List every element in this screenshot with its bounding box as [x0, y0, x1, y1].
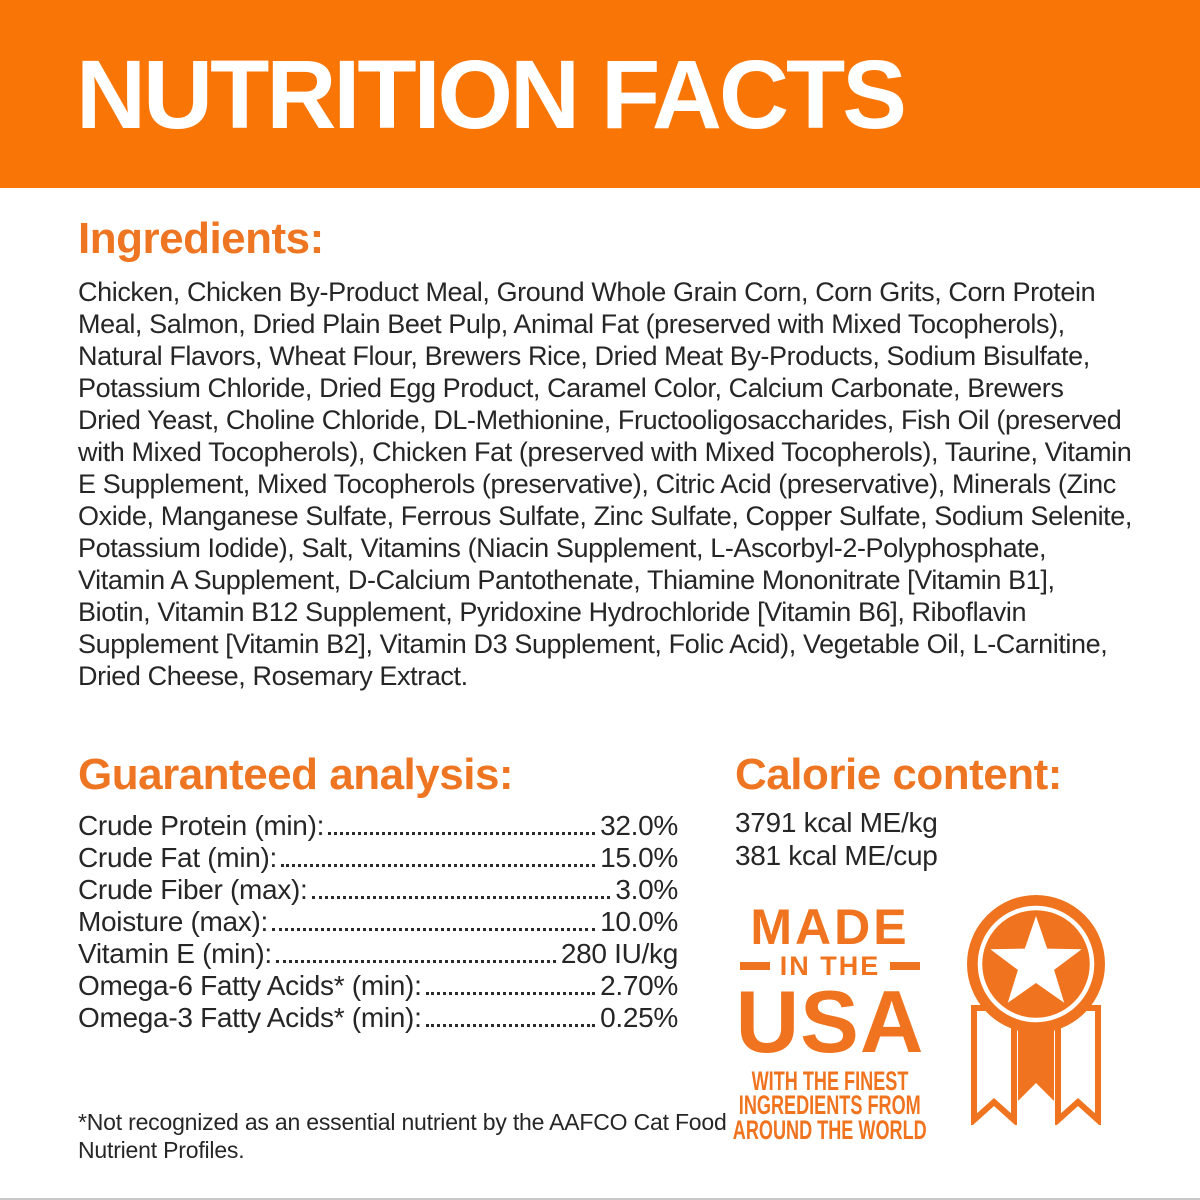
dotted-leader [328, 832, 596, 835]
guaranteed-analysis-table: Crude Protein (min): 32.0% Crude Fat (mi… [78, 810, 678, 1034]
analysis-label: Crude Protein (min): [78, 810, 325, 841]
tagline-line: WITH THE FINEST [751, 1065, 909, 1096]
banner: NUTRITION FACTS [0, 0, 1200, 188]
tagline-line: INGREDIENTS FROM [739, 1090, 921, 1121]
analysis-label: Crude Fiber (max): [78, 874, 308, 905]
usa-badge-in-the-text: IN THE [779, 950, 881, 981]
dash-right [890, 962, 921, 970]
analysis-row: Crude Fat (min): 15.0% [78, 842, 678, 874]
analysis-label: Vitamin E (min): [78, 938, 272, 969]
calorie-content-heading: Calorie content: [735, 750, 1062, 799]
analysis-row: Vitamin E (min): 280 IU/kg [78, 938, 678, 970]
footnote: *Not recognized as an essential nutrient… [78, 1108, 727, 1164]
analysis-value: 0.25% [600, 1002, 678, 1033]
analysis-row: Omega-6 Fatty Acids* (min): 2.70% [78, 970, 678, 1002]
analysis-label: Moisture (max): [78, 906, 268, 937]
analysis-value: 2.70% [600, 970, 678, 1001]
tagline-line: AROUND THE WORLD [733, 1114, 927, 1145]
analysis-value: 32.0% [600, 810, 678, 841]
award-ribbon-star-icon [967, 895, 1105, 1125]
analysis-value: 3.0% [615, 874, 678, 905]
dotted-leader [425, 992, 596, 995]
analysis-value: 10.0% [600, 906, 678, 937]
calorie-cup-value: 381 kcal ME/cup [735, 840, 938, 871]
made-in-usa-badge: MADE IN THE USA WITH THE FINEST INGREDIE… [720, 899, 940, 1145]
calorie-kg-value: 3791 kcal ME/kg [735, 807, 938, 838]
analysis-value: 15.0% [600, 842, 678, 873]
usa-badge-in-the: IN THE [720, 950, 940, 982]
analysis-value: 280 IU/kg [560, 938, 678, 969]
usa-badge-usa: USA [735, 972, 925, 1071]
guaranteed-analysis-heading: Guaranteed analysis: [78, 750, 514, 799]
footnote-line: *Not recognized as an essential nutrient… [78, 1109, 727, 1135]
dotted-leader [281, 864, 596, 867]
dotted-leader [425, 1024, 596, 1027]
dotted-leader [275, 960, 556, 963]
analysis-row: Omega-3 Fatty Acids* (min): 0.25% [78, 1002, 678, 1034]
usa-badge-made: MADE [750, 899, 910, 955]
calorie-content-values: 3791 kcal ME/kg 381 kcal ME/cup [735, 806, 938, 872]
analysis-row: Crude Fiber (max): 3.0% [78, 874, 678, 906]
analysis-row: Crude Protein (min): 32.0% [78, 810, 678, 842]
usa-badge-tagline: WITH THE FINEST INGREDIENTS FROM AROUND … [720, 1065, 940, 1145]
page-title: NUTRITION FACTS [76, 39, 907, 149]
bottom-edge-line [0, 1198, 1200, 1200]
dash-left [739, 962, 770, 970]
footnote-line: Nutrient Profiles. [78, 1137, 245, 1163]
analysis-label: Crude Fat (min): [78, 842, 278, 873]
dotted-leader [311, 896, 611, 899]
analysis-row: Moisture (max): 10.0% [78, 906, 678, 938]
ingredients-heading: Ingredients: [78, 214, 324, 263]
analysis-label: Omega-6 Fatty Acids* (min): [78, 970, 422, 1001]
analysis-label: Omega-3 Fatty Acids* (min): [78, 1002, 422, 1033]
ingredients-text: Chicken, Chicken By-Product Meal, Ground… [78, 277, 1132, 691]
dotted-leader [271, 928, 596, 931]
